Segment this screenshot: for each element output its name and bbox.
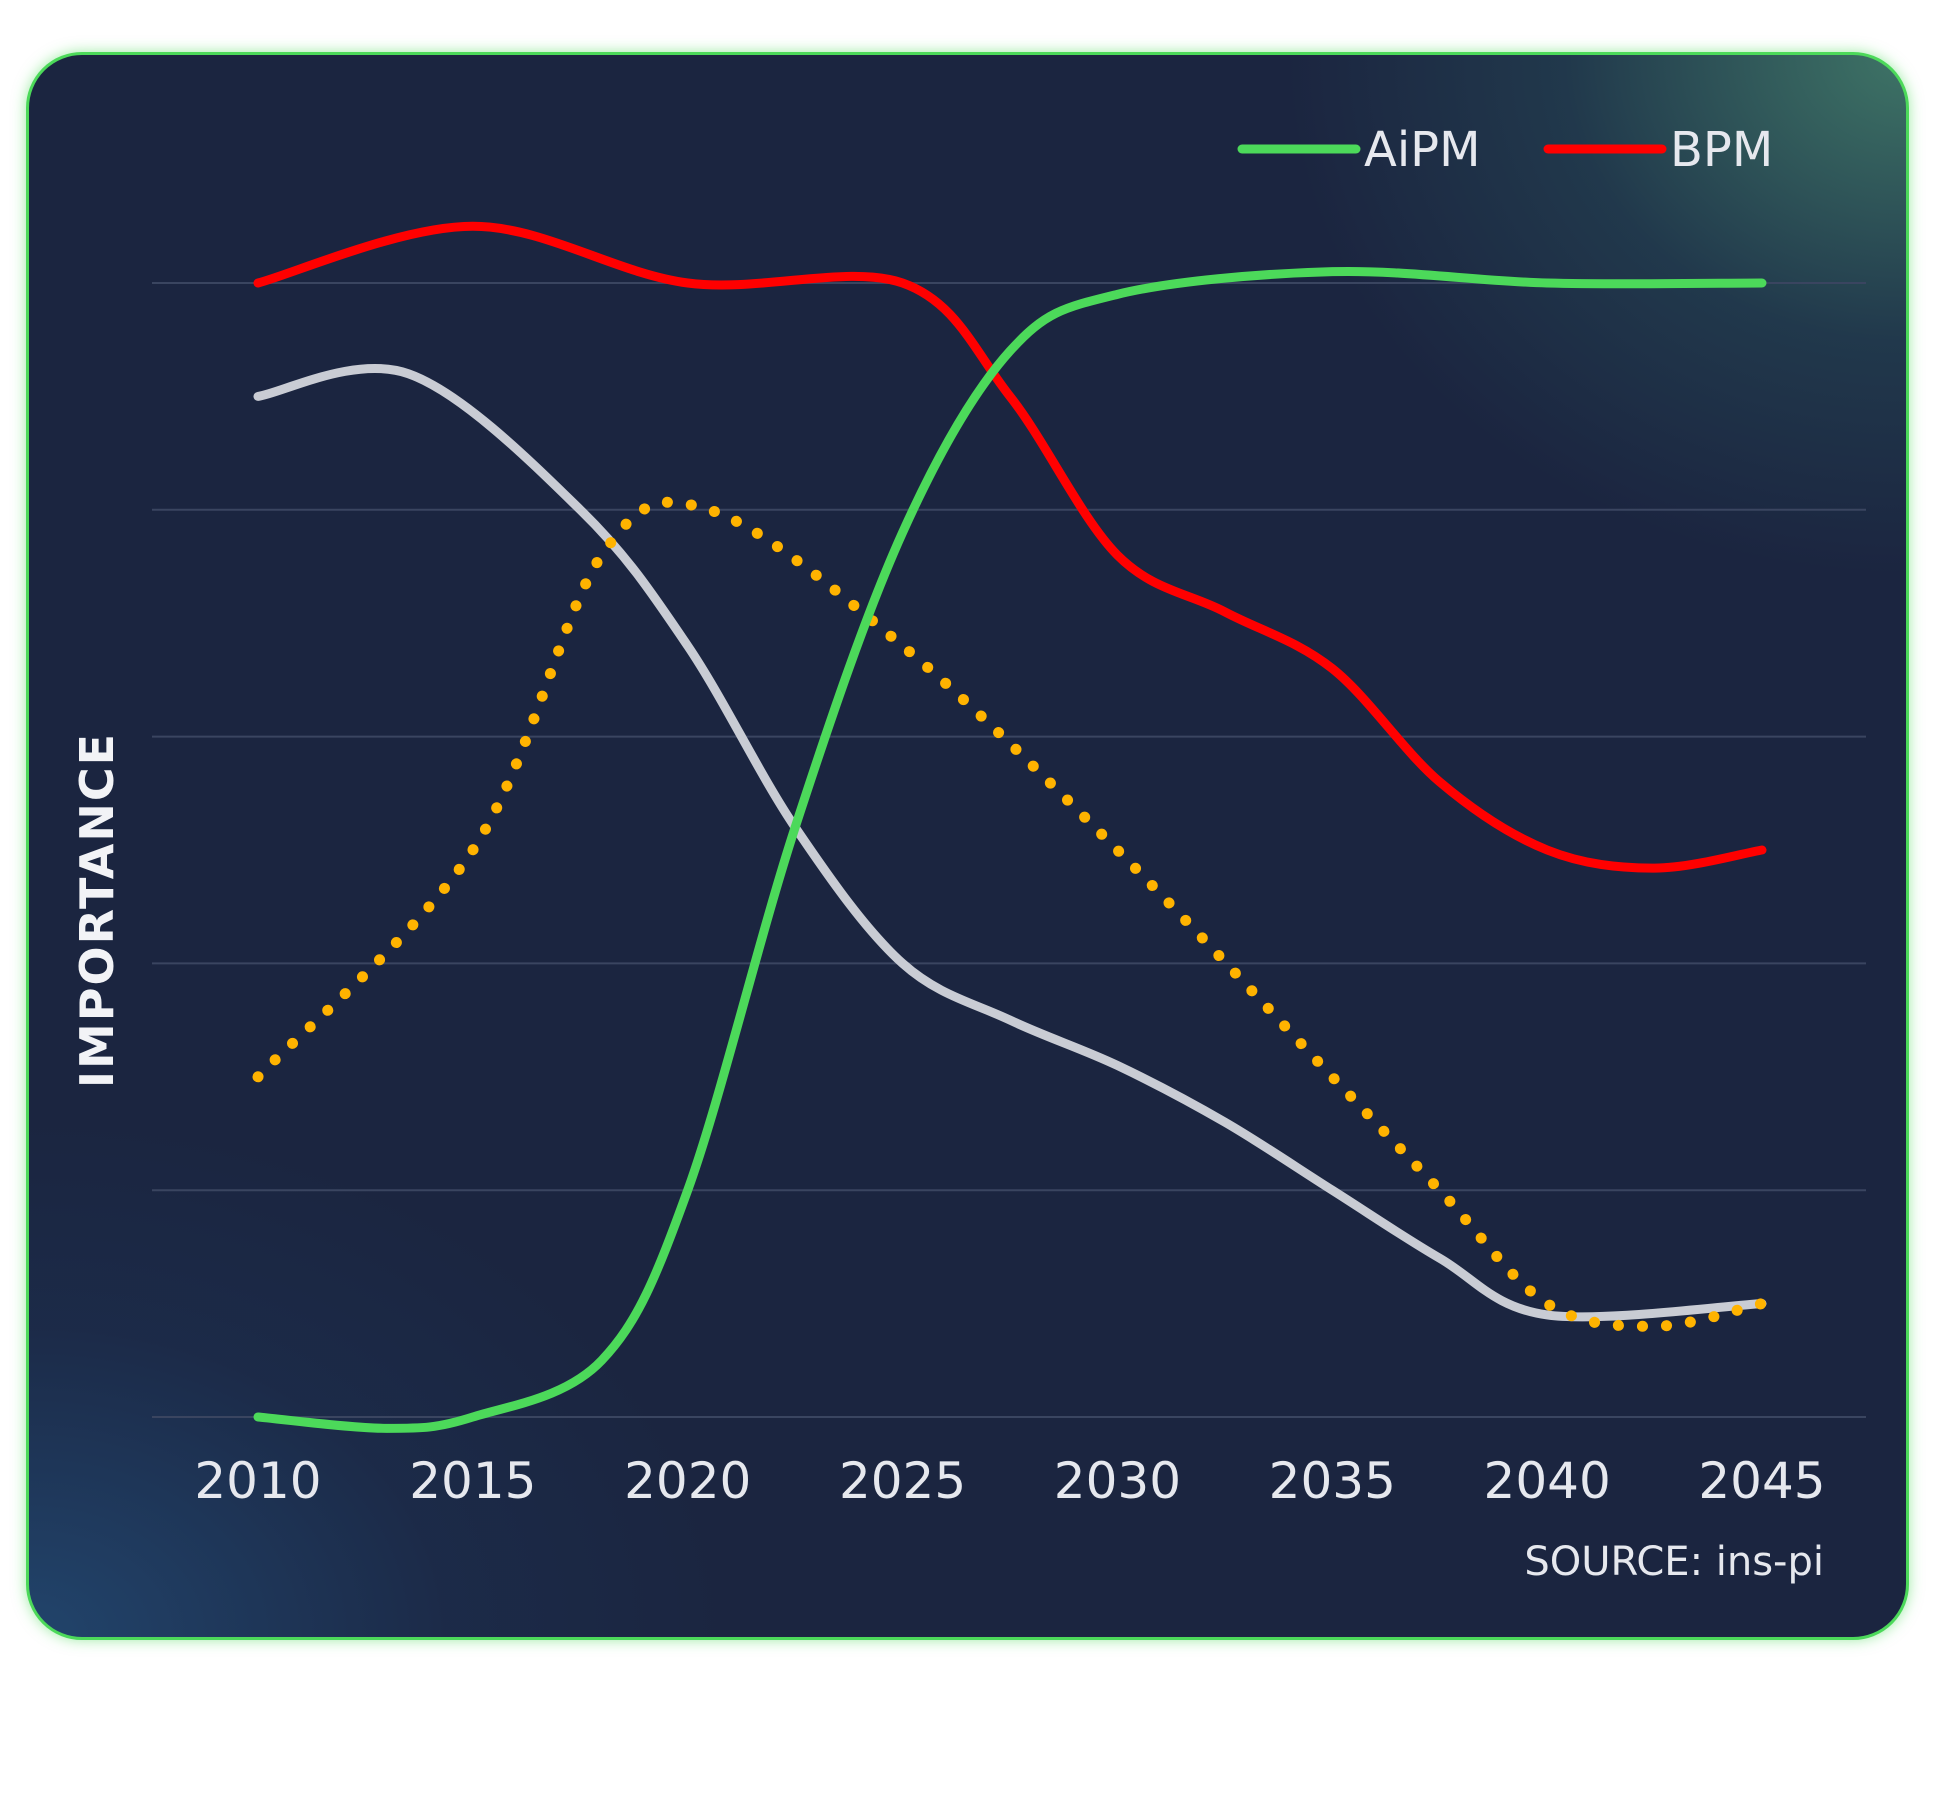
x-tick-label: 2030	[1054, 1452, 1181, 1510]
gridlines	[152, 282, 1866, 1418]
dotted-series-line	[252, 496, 1768, 1332]
x-axis-ticks: 2010 2015 2020 2025 2030 2035 2040 2045	[194, 1452, 1825, 1510]
y-axis-label: IMPORTANCE	[70, 732, 124, 1088]
line-chart: 2010 2015 2020 2025 2030 2035 2040 2045 AiPM BPM…	[70, 122, 1866, 1585]
x-tick-label: 2015	[409, 1452, 536, 1510]
series-lines	[252, 221, 1768, 1433]
x-tick-label: 2035	[1269, 1452, 1396, 1510]
x-tick-label: 2020	[624, 1452, 751, 1510]
x-tick-label: 2025	[839, 1452, 966, 1510]
grey-series-line	[253, 364, 1767, 1322]
source-note: SOURCE: ins-pi	[1524, 1539, 1824, 1585]
bpm-series-line	[253, 221, 1767, 873]
x-tick-label: 2040	[1484, 1452, 1611, 1510]
x-tick-label: 2045	[1698, 1452, 1825, 1510]
chart-card: 2010 2015 2020 2025 2030 2035 2040 2045 AiPM BPM…	[26, 52, 1909, 1640]
legend-label: BPM	[1670, 122, 1773, 178]
x-tick-label: 2010	[194, 1452, 321, 1510]
aipm-series-line	[253, 266, 1767, 1433]
legend: AiPM BPM	[1237, 122, 1773, 178]
legend-label: AiPM	[1364, 122, 1481, 178]
